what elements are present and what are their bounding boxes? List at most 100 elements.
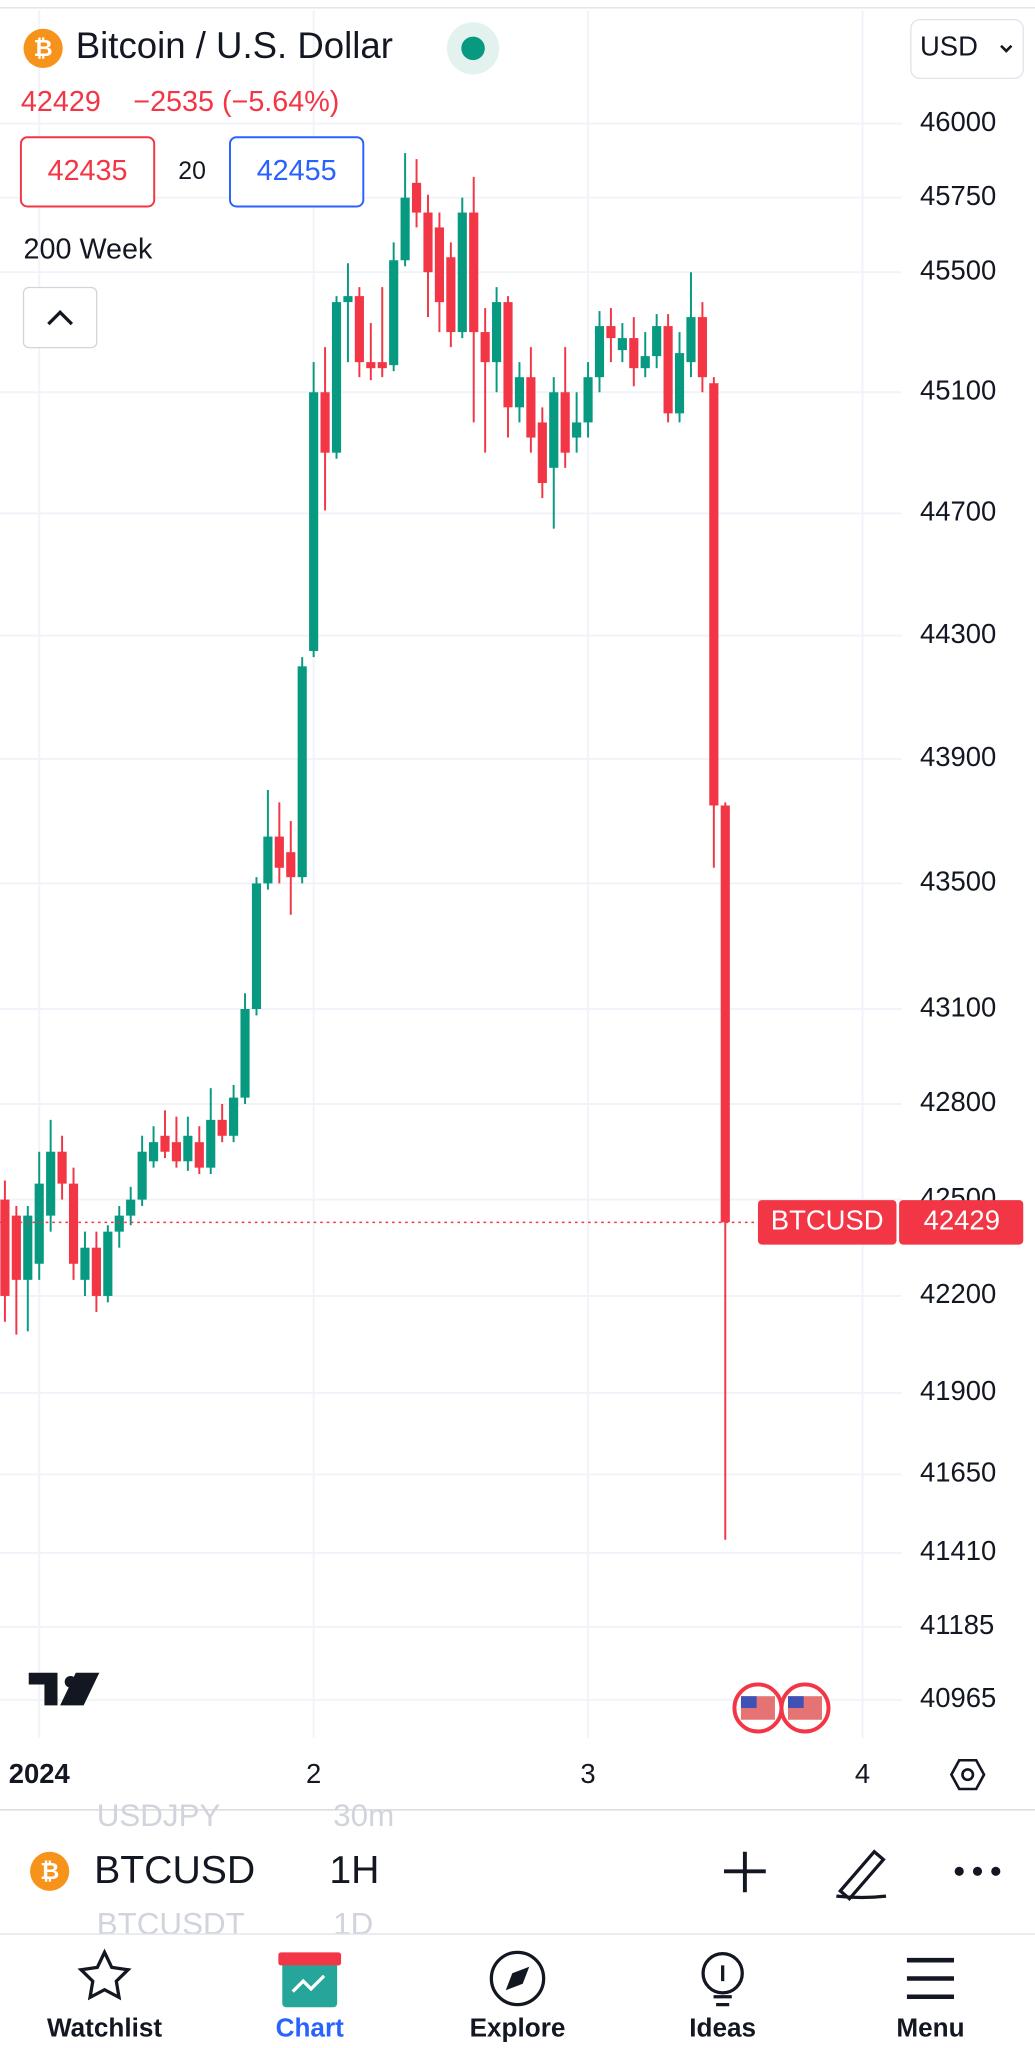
bitcoin-glyph: ₿: [34, 35, 53, 61]
candle-body: [57, 1151, 67, 1184]
tab-label[interactable]: Watchlist: [47, 2012, 162, 2042]
candle-body: [137, 1151, 147, 1200]
settings-icon[interactable]: [949, 1758, 986, 1791]
tab-label[interactable]: Chart: [276, 2012, 345, 2042]
currency-button[interactable]: [910, 18, 1024, 80]
candle-body: [343, 296, 353, 303]
y-tick-label: 43500: [920, 866, 996, 897]
candle-body: [663, 326, 673, 414]
candle-body: [171, 1142, 182, 1162]
candle-body: [114, 1215, 124, 1232]
y-tick-label: 46000: [920, 106, 996, 137]
candle-body: [469, 212, 479, 333]
symbol-tag-label: BTCUSD: [771, 1205, 884, 1236]
tab-label[interactable]: Menu: [896, 2012, 964, 2042]
y-tick-label: 41185: [920, 1609, 994, 1640]
candle-body: [640, 356, 650, 369]
candle-body: [537, 422, 547, 483]
candle-body: [606, 326, 616, 339]
candle-body: [652, 326, 662, 357]
current-symbol[interactable]: BTCUSD: [94, 1849, 255, 1892]
candle-body: [217, 1119, 227, 1136]
price-change: −2535 (−5.64%): [133, 86, 339, 118]
watchlist-icon: [77, 1948, 132, 2001]
flag-canton: [740, 1696, 757, 1708]
candle-body: [400, 197, 410, 261]
tab-labels: Watchlist Chart Explore Ideas Menu: [47, 2012, 965, 2042]
candle-body: [366, 362, 376, 369]
candle-body: [560, 392, 570, 453]
settings-icon-center: [961, 1768, 975, 1782]
currency: USD: [920, 31, 978, 62]
y-tick-label: 43100: [920, 991, 996, 1022]
tab-label[interactable]: Explore: [470, 2012, 566, 2042]
y-tick-label: 45750: [920, 180, 996, 211]
candle-body: [240, 1009, 250, 1098]
candle-body: [263, 836, 273, 884]
y-tick-label: 45500: [920, 254, 996, 285]
x-tick-label: 2: [306, 1758, 321, 1789]
candle-body: [594, 326, 605, 378]
menu-icon: [906, 1957, 954, 2000]
candle-body: [0, 1199, 10, 1296]
candle-body: [629, 338, 639, 369]
symbol-tag: [757, 1200, 897, 1245]
y-tick-label: 44300: [920, 618, 996, 649]
candle-body: [411, 182, 422, 213]
ask: 42455: [257, 155, 337, 187]
candle-body: [80, 1247, 90, 1280]
candle-body: [446, 257, 456, 333]
candle-body: [354, 296, 364, 363]
y-tick-label: 41410: [920, 1535, 996, 1566]
candle-body: [389, 260, 399, 366]
buy-button[interactable]: [229, 136, 365, 208]
candle-body: [11, 1215, 21, 1280]
spread: 20: [178, 158, 206, 185]
ideas-icon-base: [713, 1965, 732, 2007]
candle-body: [480, 332, 490, 363]
draw-button[interactable]: [836, 1849, 887, 1902]
candle-body: [492, 302, 502, 363]
x-tick-label: 4: [855, 1758, 870, 1789]
collapse-button[interactable]: [22, 286, 98, 349]
y-tick-label: 40965: [920, 1682, 996, 1713]
prev-interval: 30m: [333, 1798, 394, 1833]
explore-icon: [489, 1950, 546, 2007]
chart-icon-lid: [278, 1952, 342, 1966]
y-tick-label: 42800: [920, 1086, 996, 1117]
candle-body: [194, 1142, 204, 1168]
prev-symbol: USDJPY: [97, 1798, 221, 1833]
candle-body: [514, 377, 525, 408]
candle-body: [423, 212, 433, 273]
candle-body: [572, 422, 582, 438]
candle-body: [206, 1119, 216, 1168]
bitcoin-glyph: ₿: [40, 1858, 59, 1884]
y-tick-label: 43900: [920, 741, 996, 772]
candle-body: [160, 1135, 170, 1152]
current-interval[interactable]: 1H: [329, 1849, 379, 1892]
candle-body: [377, 362, 387, 369]
flag-canton: [788, 1696, 804, 1708]
candle-body: [583, 377, 593, 423]
candle-body: [68, 1183, 79, 1264]
candle-body: [251, 883, 262, 1010]
bitcoin-icon: [30, 1851, 70, 1891]
add-button[interactable]: [723, 1851, 766, 1893]
chart-icon-line: [291, 1974, 326, 1993]
candle-body: [23, 1215, 33, 1280]
candle-body: [434, 227, 444, 303]
logo-dot: [64, 1675, 77, 1688]
candle-body: [686, 317, 696, 363]
ideas-icon: [701, 1952, 744, 1995]
more-button[interactable]: [954, 1866, 1001, 1876]
logo: [28, 1672, 100, 1706]
candle-body: [320, 392, 330, 453]
bid: 42435: [48, 155, 128, 187]
sell-button[interactable]: [19, 136, 156, 208]
tab-label[interactable]: Ideas: [689, 2012, 756, 2042]
price-tag: [899, 1200, 1024, 1245]
candle-body: [503, 302, 513, 408]
candle-body: [183, 1135, 193, 1162]
x-tick-label: 2024: [9, 1758, 71, 1789]
